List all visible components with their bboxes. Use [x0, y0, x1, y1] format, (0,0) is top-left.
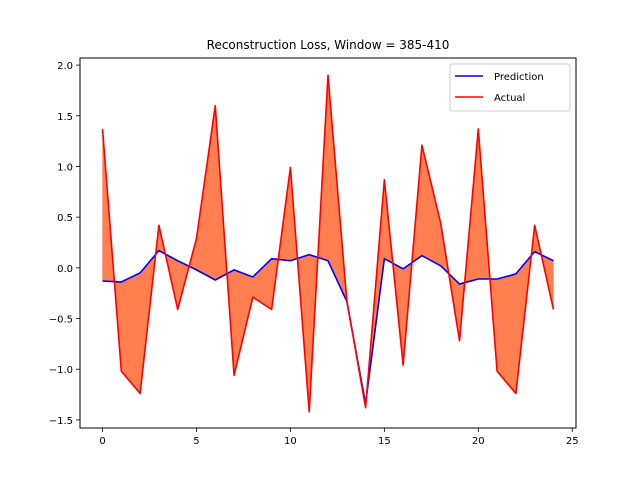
- chart-title: Reconstruction Loss, Window = 385-410: [207, 38, 450, 52]
- series-line-actual: [101, 74, 555, 413]
- legend-label-prediction: Prediction: [494, 72, 544, 83]
- y-tick-label: 1.0: [57, 162, 73, 173]
- x-tick-label: 15: [378, 436, 391, 447]
- series-lines: [101, 74, 555, 413]
- y-tick-label: −1.5: [49, 416, 73, 427]
- fill-segment: [252, 258, 272, 310]
- y-tick-label: 1.5: [57, 112, 73, 123]
- plot-area-frame: [79, 57, 577, 429]
- y-axis: −1.5 −1.0 −0.5 0.0 0.5 1.0 1.5 2.0: [49, 61, 80, 427]
- series-line-prediction: [102, 249, 554, 405]
- x-tick-label: 25: [566, 436, 579, 447]
- fill-segment: [196, 105, 216, 281]
- x-tick-label: 10: [284, 436, 297, 447]
- legend-label-actual: Actual: [494, 93, 525, 104]
- y-tick-label: 0.5: [57, 213, 73, 224]
- error-fill-area: [102, 75, 554, 412]
- y-tick-label: −1.0: [49, 365, 73, 376]
- legend: Prediction Actual: [449, 63, 571, 112]
- fill-segment: [233, 269, 254, 376]
- x-axis: 0 5 10 15 20 25: [99, 428, 579, 447]
- y-tick-label: −0.5: [49, 315, 73, 326]
- y-tick-label: 0.0: [57, 264, 73, 275]
- x-tick-label: 20: [472, 436, 485, 447]
- y-tick-label: 2.0: [57, 61, 73, 72]
- x-tick-label: 0: [99, 436, 105, 447]
- x-tick-label: 5: [193, 436, 199, 447]
- fill-segment: [421, 145, 441, 267]
